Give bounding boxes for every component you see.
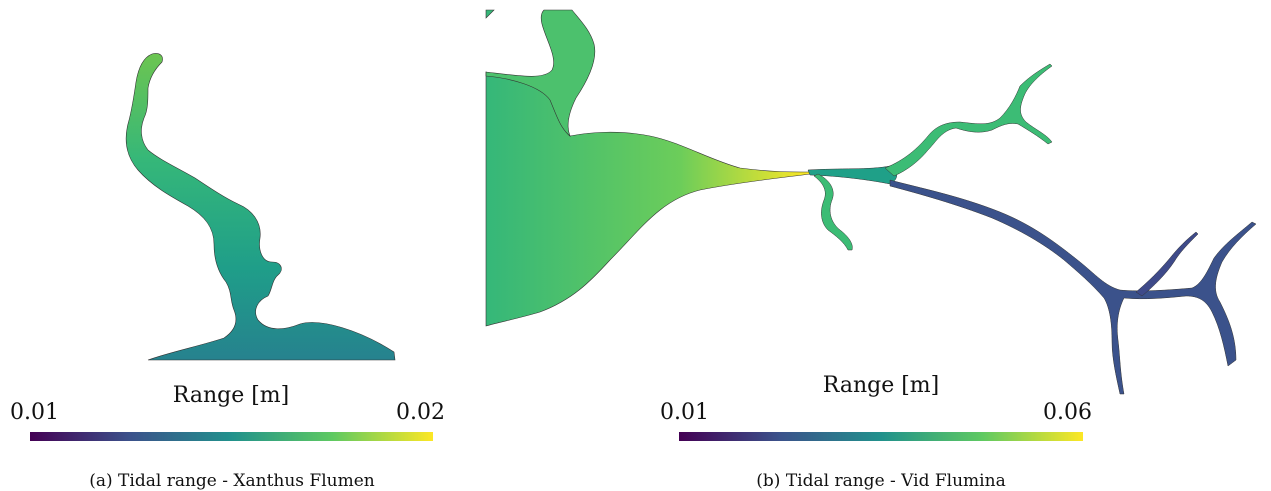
colorbar-min-label: 0.01 [10,400,59,425]
caption: (a) Tidal range - Xanthus Flumen [89,471,375,491]
caption: (b) Tidal range - Vid Flumina [756,471,1006,491]
colorbar-min-label: 0.01 [660,400,709,425]
colorbar-title: Range [m] [172,383,290,408]
estuary-main-body [485,9,811,327]
panel-vid-flumina: Range [m] 0.01 0.06 (b) Tidal range - Vi… [480,0,1271,491]
colorbar-gradient [30,432,433,441]
branch-lower-north-fork [1135,231,1199,297]
xanthus-flumen-map [125,53,396,361]
branch-upper-north [884,63,1053,177]
branch-short-south [813,173,853,251]
estuary-upper-lobe [485,9,596,137]
xanthus-channel-shape [125,53,396,361]
vid-flumina-map [485,9,1257,395]
colorbar-title: Range [m] [822,373,940,398]
branch-lower-main [889,179,1257,395]
colorbar-max-label: 0.06 [1043,400,1092,425]
colorbar-gradient [679,432,1083,441]
channel-junction [807,165,897,185]
colorbar-max-label: 0.02 [396,400,445,425]
panel-xanthus-flumen: Range [m] 0.01 0.02 (a) Tidal range - Xa… [0,0,470,491]
